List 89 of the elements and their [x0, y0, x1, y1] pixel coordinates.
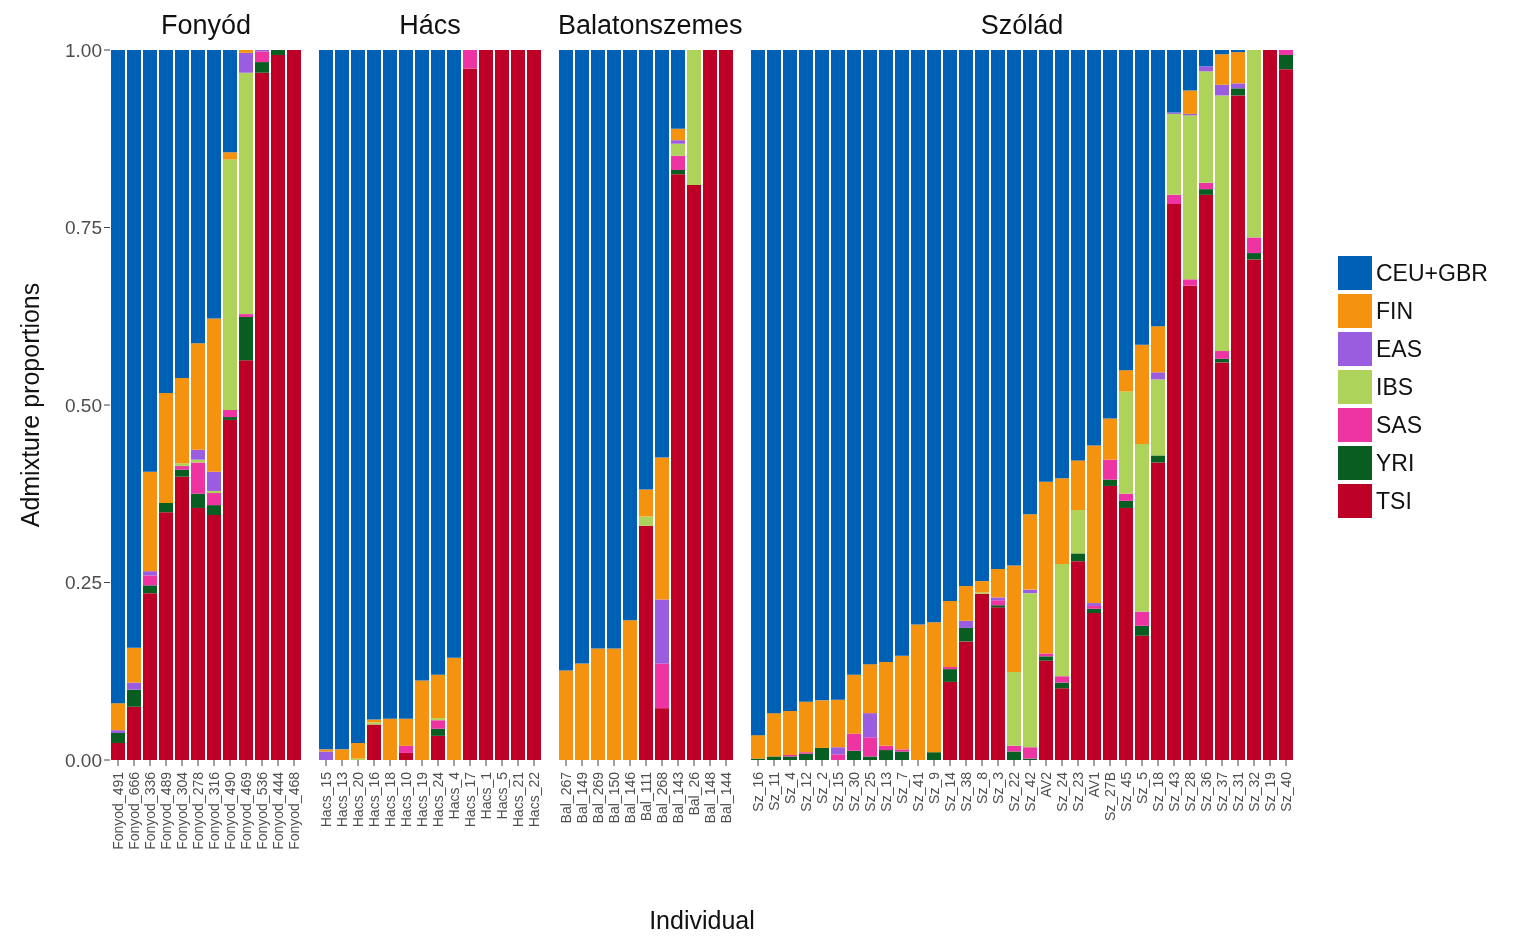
x-tick-label: Sz_9 — [926, 771, 942, 804]
x-tick-label: Bal_111 — [638, 771, 654, 822]
chart-title: Fonyód — [159, 9, 253, 40]
x-tick-label: Fonyod_444 — [270, 771, 286, 850]
x-tick-label: Bal_143 — [670, 771, 686, 824]
x-tick-label: Bal_267 — [558, 771, 574, 824]
x-tick-label: Hacs_24 — [430, 771, 446, 828]
y-tick-label: 0.75 — [65, 217, 102, 239]
legend-label: TSI — [1376, 488, 1412, 514]
y-axis-title: Admixture proportions — [15, 282, 44, 528]
x-tick-label: Fonyod_468 — [286, 771, 302, 850]
x-tick-label: Hacs_17 — [462, 771, 478, 828]
x-tick-label: Fonyod_316 — [206, 771, 222, 850]
x-tick-label: AV2 — [1038, 771, 1054, 798]
x-tick-label: Fonyod_489 — [158, 771, 174, 850]
legend-label: EAS — [1376, 336, 1423, 362]
legend-label: IBS — [1376, 374, 1414, 400]
x-tick-label: Sz_14 — [942, 771, 958, 812]
x-tick-label: Sz_27B — [1102, 772, 1118, 822]
x-tick-label: Sz_22 — [1006, 771, 1022, 812]
x-tick-label: Hacs_20 — [350, 771, 366, 828]
x-tick-label: Bal_148 — [702, 771, 718, 824]
x-tick-label: Sz_37 — [1214, 771, 1230, 812]
y-tick-label: 1.00 — [65, 39, 102, 61]
x-tick-label: Fonyod_336 — [142, 771, 158, 850]
x-tick-label: Fonyod_278 — [190, 771, 206, 850]
x-tick-label: Bal_268 — [654, 771, 670, 824]
x-tick-label: Hacs_16 — [366, 771, 382, 828]
y-tick-label: 0.50 — [65, 394, 102, 416]
x-tick-label: Sz_12 — [798, 771, 814, 812]
x-tick-label: Hacs_21 — [510, 771, 526, 828]
x-tick-label: Sz_42 — [1022, 771, 1038, 812]
x-tick-label: Fonyod_490 — [222, 771, 238, 850]
chart-title: Szólád — [979, 9, 1065, 40]
x-tick-label: Hacs_10 — [398, 771, 414, 828]
x-tick-label: Sz_13 — [878, 771, 894, 812]
x-tick-label: Hacs_22 — [526, 771, 542, 828]
x-tick-label: Sz_16 — [750, 771, 766, 812]
x-tick-label: Sz_23 — [1070, 771, 1086, 812]
legend-label: YRI — [1376, 450, 1415, 476]
x-tick-label: Sz_40 — [1278, 771, 1294, 812]
x-tick-label: Bal_26 — [686, 771, 702, 816]
x-tick-label: Sz_15 — [830, 771, 846, 812]
x-tick-label: Fonyod_666 — [126, 771, 142, 850]
x-tick-label: Bal_149 — [574, 771, 590, 824]
x-tick-label: Fonyod_536 — [254, 771, 270, 850]
x-tick-label: Hacs_15 — [318, 771, 334, 828]
x-tick-label: Hacs_5 — [494, 771, 510, 820]
x-tick-label: Bal_269 — [590, 771, 606, 824]
x-tick-label: Sz_2 — [814, 771, 830, 804]
x-tick-label: Sz_45 — [1118, 771, 1134, 812]
x-tick-label: Sz_31 — [1230, 771, 1246, 812]
x-tick-label: Sz_28 — [1182, 771, 1198, 812]
x-tick-label: Bal_144 — [718, 771, 734, 824]
x-tick-label: Sz_8 — [974, 771, 990, 804]
x-tick-label: Hacs_1 — [478, 771, 494, 820]
x-tick-label: Hacs_13 — [334, 771, 350, 828]
x-tick-label: Sz_18 — [1150, 771, 1166, 812]
x-tick-label: Sz_38 — [958, 771, 974, 812]
x-tick-label: Fonyod_469 — [238, 771, 254, 850]
x-tick-label: Fonyod_304 — [174, 771, 190, 850]
x-tick-label: Sz_11 — [766, 771, 782, 811]
x-tick-label: Bal_146 — [622, 771, 638, 824]
x-tick-label: Sz_30 — [846, 771, 862, 812]
x-tick-label: Sz_41 — [910, 771, 926, 812]
chart-title: Hács — [398, 9, 462, 40]
x-tick-label: Hacs_4 — [446, 771, 462, 820]
x-tick-label: Sz_24 — [1054, 771, 1070, 812]
x-tick-label: Sz_43 — [1166, 771, 1182, 812]
x-tick-label: Sz_32 — [1246, 771, 1262, 812]
x-tick-label: Sz_4 — [782, 771, 798, 804]
x-tick-label: Hacs_18 — [382, 771, 398, 828]
y-tick-label: 0.00 — [65, 749, 102, 771]
x-tick-label: Sz_3 — [990, 771, 1006, 804]
legend-label: FIN — [1376, 298, 1414, 324]
x-tick-label: Sz_36 — [1198, 771, 1214, 812]
legend-label: SAS — [1376, 412, 1423, 438]
x-tick-label: Sz_7 — [894, 771, 910, 804]
x-tick-label: AV1 — [1086, 771, 1102, 798]
x-tick-label: Fonyod_491 — [110, 771, 126, 850]
x-tick-label: Sz_19 — [1262, 771, 1278, 812]
x-tick-label: Sz_25 — [862, 771, 878, 812]
y-tick-label: 0.25 — [65, 572, 102, 594]
x-tick-label: Sz_5 — [1134, 771, 1150, 804]
x-tick-label: Hacs_19 — [414, 771, 430, 828]
x-tick-label: Bal_150 — [606, 771, 622, 824]
chart-title: Balatonszemes — [558, 9, 743, 40]
x-axis-title: Individual — [648, 906, 756, 935]
legend-label: CEU+GBR — [1376, 260, 1488, 286]
